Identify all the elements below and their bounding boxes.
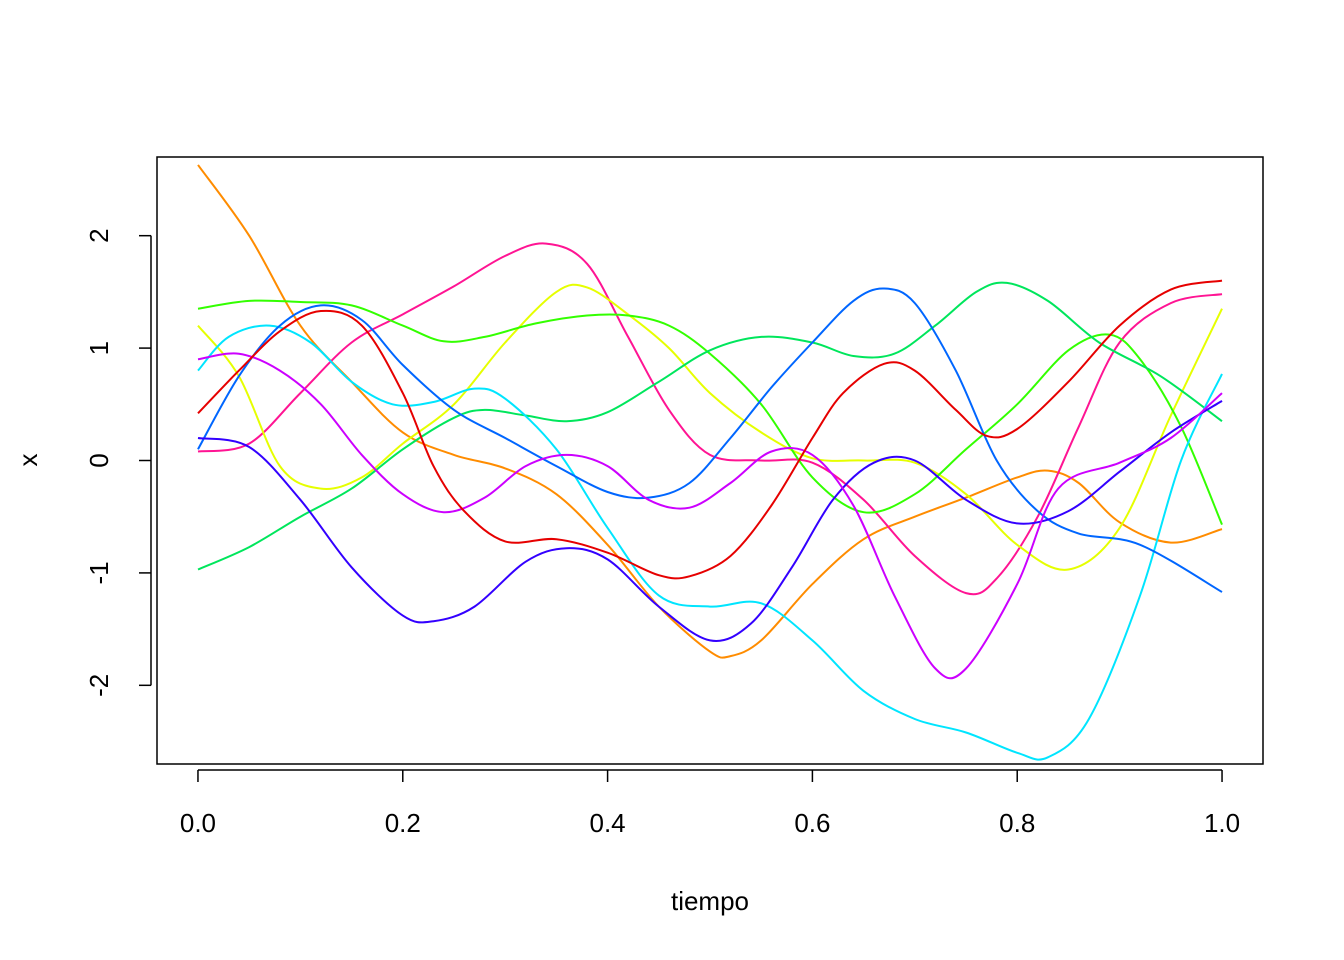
x-tick-label: 0.2 bbox=[385, 808, 421, 838]
series-line-10 bbox=[197, 279, 1223, 580]
series-line-7 bbox=[197, 287, 1223, 593]
x-axis-label: tiempo bbox=[671, 886, 749, 916]
x-tick-label: 0.4 bbox=[590, 808, 626, 838]
x-tick-label: 0.0 bbox=[180, 808, 216, 838]
x-axis: 0.0 0.2 0.4 0.6 0.8 1.0 bbox=[180, 769, 1240, 838]
x-tick-label: 0.6 bbox=[794, 808, 830, 838]
plot-frame bbox=[156, 156, 1264, 765]
y-tick-label: 0 bbox=[84, 453, 114, 467]
x-tick-label: 0.8 bbox=[999, 808, 1035, 838]
series-line-5 bbox=[197, 281, 1223, 571]
series-line-4 bbox=[197, 299, 1223, 525]
y-axis-label: x bbox=[13, 454, 43, 467]
series-layer bbox=[197, 164, 1223, 761]
x-tick-label: 1.0 bbox=[1204, 808, 1240, 838]
y-tick-label: -2 bbox=[84, 674, 114, 697]
y-tick-label: -1 bbox=[84, 561, 114, 584]
series-line-1 bbox=[197, 164, 1223, 659]
y-tick-label: 1 bbox=[84, 341, 114, 355]
y-axis: -2 -1 0 1 2 bbox=[84, 228, 152, 697]
series-line-9 bbox=[197, 352, 1223, 680]
series-line-6 bbox=[197, 324, 1223, 761]
series-line-2 bbox=[197, 242, 1223, 596]
series-line-3 bbox=[197, 283, 1223, 571]
series-line-8 bbox=[197, 400, 1223, 642]
y-tick-label: 2 bbox=[84, 228, 114, 242]
